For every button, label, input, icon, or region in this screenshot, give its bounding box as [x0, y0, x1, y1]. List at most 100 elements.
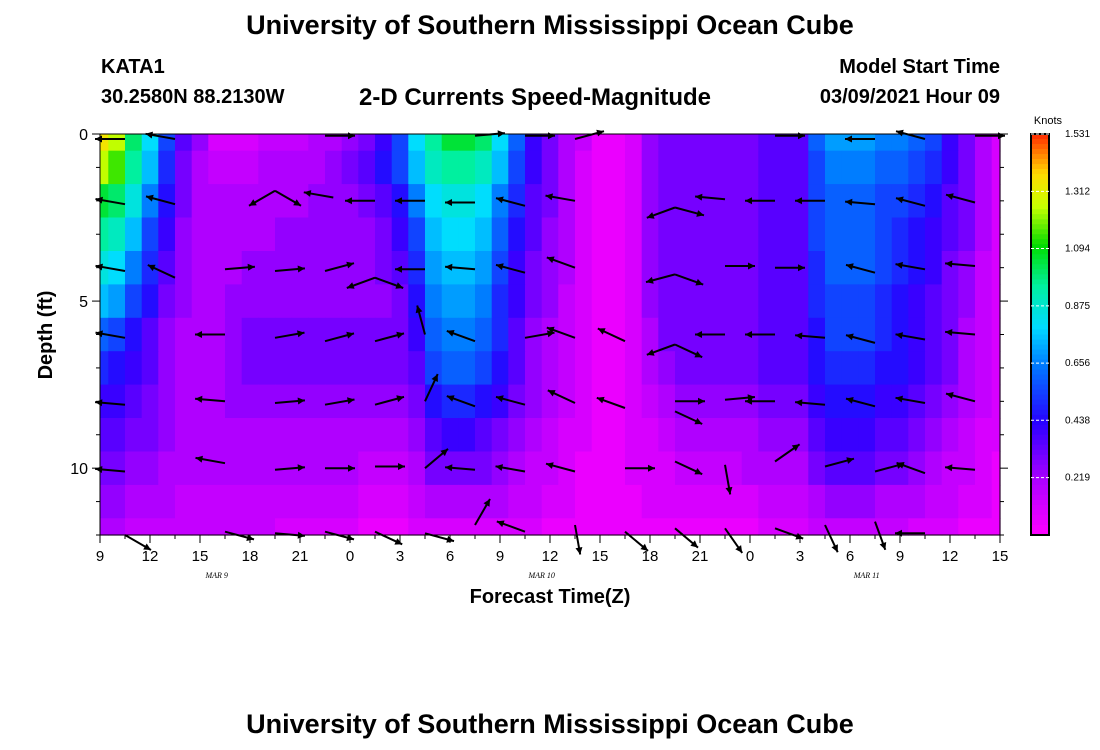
heatmap-cell	[525, 484, 543, 519]
heatmap-cell	[458, 484, 476, 519]
heatmap-cell	[358, 251, 376, 285]
arrow-head	[945, 260, 953, 268]
arrow-head	[846, 457, 854, 464]
heatmap-cell	[775, 317, 793, 352]
heatmap-cell	[708, 351, 726, 386]
heatmap-cell	[791, 484, 809, 519]
heatmap-cell	[358, 134, 376, 152]
heatmap-cell	[541, 351, 559, 386]
heatmap-cell	[408, 518, 426, 536]
arrow-head	[795, 197, 802, 205]
colorbar-swatch	[1031, 344, 1049, 351]
heatmap-cell	[225, 134, 243, 152]
heatmap-cell	[558, 217, 576, 252]
heatmap-cell	[608, 184, 626, 219]
arrow-head	[575, 547, 583, 555]
current-arrow	[546, 256, 576, 269]
heatmap-cell	[325, 418, 343, 452]
arrow-head	[694, 351, 703, 358]
arrow-head	[694, 417, 703, 425]
heatmap-cell	[525, 317, 543, 352]
heatmap-cell	[875, 317, 893, 352]
heatmap-cell	[108, 150, 126, 185]
heatmap-cell	[775, 418, 793, 452]
arrow-head	[143, 543, 151, 550]
heatmap-cell	[341, 134, 359, 152]
heatmap-cell	[258, 284, 276, 319]
current-arrow	[446, 329, 476, 343]
heatmap-cell	[975, 251, 993, 285]
heatmap-cell	[358, 518, 376, 536]
colorbar-swatch	[1031, 424, 1049, 431]
heatmap-cell	[575, 184, 593, 219]
current-arrow	[224, 263, 255, 271]
colorbar-swatch	[1031, 194, 1049, 200]
current-arrow	[496, 520, 526, 533]
heatmap-cell	[625, 317, 643, 352]
heatmap-cell	[241, 518, 259, 536]
heatmap-cell	[775, 150, 793, 185]
arrow-head	[446, 395, 455, 402]
heatmap-cell	[458, 217, 476, 252]
heatmap-cell	[725, 134, 743, 152]
heatmap-cell	[391, 134, 409, 152]
heatmap-cell	[691, 284, 709, 319]
heatmap-cell	[708, 518, 726, 536]
colorbar-frame	[1030, 133, 1050, 536]
model-start-label: Model Start Time	[839, 56, 1000, 78]
current-arrow	[745, 331, 775, 338]
heatmap-cell	[725, 317, 743, 352]
heatmap-cell	[141, 184, 159, 219]
heatmap-cell	[208, 150, 226, 185]
heatmap-cell	[675, 217, 693, 252]
x-tick-label: 18	[642, 548, 659, 565]
current-arrow	[674, 527, 699, 549]
colorbar-swatch	[1031, 469, 1049, 476]
heatmap-cell	[908, 518, 926, 536]
heatmap-cell	[808, 134, 826, 152]
heatmap-cell	[541, 518, 559, 536]
heatmap-cell	[491, 518, 509, 536]
colorbar-tick-label: 0.438	[1065, 415, 1090, 426]
heatmap-cell	[725, 451, 743, 486]
heatmap-cell	[191, 518, 209, 536]
heatmap-cell	[891, 217, 909, 252]
heatmap-cell	[475, 317, 493, 352]
heatmap-cell	[325, 384, 343, 419]
heatmap-cell	[825, 150, 843, 185]
arrow-head	[398, 463, 405, 470]
heatmap-cell	[791, 451, 809, 486]
heatmap-cell	[775, 217, 793, 252]
heatmap-cell	[841, 351, 859, 386]
heatmap-cell	[558, 384, 576, 419]
current-arrow	[945, 193, 976, 204]
colorbar-swatch	[1031, 334, 1049, 341]
heatmap-cell	[525, 451, 543, 486]
heatmap-cell	[958, 484, 976, 519]
heatmap-cell	[408, 134, 426, 152]
colorbar-swatch	[1031, 239, 1049, 245]
heatmap-cell	[858, 251, 876, 285]
heatmap-cell	[675, 150, 693, 185]
current-arrow	[545, 462, 576, 473]
heatmap-cell	[691, 184, 709, 219]
heatmap-cell	[991, 384, 1001, 419]
colorbar-swatch	[1031, 454, 1049, 461]
heatmap-cell	[341, 518, 359, 536]
arrow-head	[95, 135, 102, 143]
heatmap-cell	[358, 284, 376, 319]
heatmap-cell	[558, 351, 576, 386]
heatmap-cell	[625, 150, 643, 185]
heatmap-cell	[175, 484, 193, 519]
current-arrow	[745, 397, 775, 405]
heatmap-cell	[341, 351, 359, 386]
heatmap-cell	[391, 418, 409, 452]
heatmap-cell	[241, 418, 259, 452]
heatmap-cell	[275, 150, 293, 185]
arrow-head	[597, 328, 606, 335]
heatmap-cell	[425, 317, 443, 352]
heatmap-cell	[175, 451, 193, 486]
heatmap-cell	[391, 217, 409, 252]
heatmap-cell	[858, 317, 876, 352]
heatmap-cell	[591, 251, 609, 285]
